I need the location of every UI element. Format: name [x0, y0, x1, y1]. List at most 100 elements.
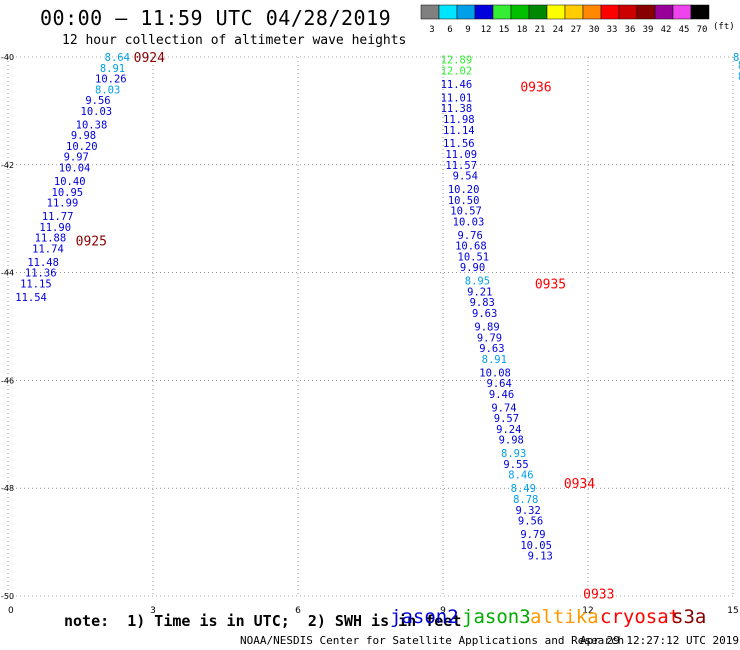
- wave-height-label: 9.63: [472, 308, 497, 320]
- x-tick-label: 6: [295, 606, 301, 616]
- scale-label: 45: [679, 25, 690, 35]
- pass-time-label: 0924: [134, 51, 165, 66]
- wave-height-label: 9.74: [491, 402, 516, 414]
- scale-label: 6: [447, 25, 452, 35]
- wave-height-label: 8.03: [95, 84, 120, 96]
- page-title: 00:00 – 11:59 UTC 04/28/2019: [40, 6, 392, 30]
- x-tick-label: 3: [150, 606, 156, 616]
- pass-time-label: 0934: [564, 477, 595, 492]
- wave-height-label: 10.38: [76, 119, 108, 131]
- wave-height-label: 11.15: [20, 278, 52, 290]
- y-tick-label: -44: [1, 269, 14, 278]
- wave-height-label: 11.90: [39, 222, 71, 234]
- satellite-s3a: s3a: [672, 606, 707, 628]
- y-tick-label: -42: [1, 161, 14, 170]
- wave-height-label: 10.57: [450, 206, 482, 218]
- x-tick-label: 12: [582, 606, 593, 616]
- scale-label: 36: [625, 25, 636, 35]
- scale-label: 42: [661, 25, 672, 35]
- scale-label: 39: [643, 25, 654, 35]
- scale-label: 9: [465, 25, 470, 35]
- pass-time-label: 0933: [583, 587, 614, 602]
- wave-height-label: 9.89: [474, 322, 499, 334]
- wave-height-label: 9.46: [489, 389, 514, 401]
- generated-timestamp: Apr 29 12:27:12 UTC 2019: [580, 634, 739, 647]
- scale-label: 33: [607, 25, 618, 35]
- wave-height-label: 11.99: [47, 198, 79, 210]
- wave-height-label: 8.1: [733, 52, 740, 64]
- wave-height-label: 11.98: [443, 114, 475, 126]
- wave-height-label: 10.51: [458, 251, 490, 263]
- wave-height-label: 8.95: [465, 276, 490, 288]
- scale-label: 3: [429, 25, 434, 35]
- scale-label: 12: [481, 25, 492, 35]
- x-tick-label: 15: [727, 606, 738, 616]
- wave-height-label: 8.49: [511, 483, 536, 495]
- wave-height-label: 9.76: [458, 230, 483, 242]
- wave-height-label: 8: [738, 60, 740, 72]
- wave-height-label: 10.50: [448, 195, 480, 207]
- wave-height-label: 8: [738, 71, 740, 83]
- wave-height-label: 9.32: [516, 505, 541, 517]
- wave-height-label: 10.03: [453, 216, 485, 228]
- wave-height-label: 9.63: [479, 343, 504, 355]
- wave-height-label: 9.90: [460, 262, 485, 274]
- wave-height-label: 11.57: [445, 160, 477, 172]
- wave-height-label: 12.02: [441, 65, 473, 77]
- wave-height-label: 9.21: [467, 286, 492, 298]
- wave-height-label: 10.20: [448, 184, 480, 196]
- wave-height-label: 8.93: [501, 448, 526, 460]
- wave-height-label: 10.40: [54, 176, 86, 188]
- wave-height-label: 10.68: [455, 241, 487, 253]
- wave-height-label: 9.79: [477, 332, 502, 344]
- satellite-altika: altika: [530, 606, 599, 628]
- wave-height-label: 9.97: [64, 152, 89, 164]
- wave-height-label: 11.74: [32, 243, 64, 255]
- wave-height-label: 12.89: [441, 55, 473, 67]
- x-tick-label: 9: [440, 606, 446, 616]
- wave-height-label: 9.57: [494, 413, 519, 425]
- wave-height-label: 9.24: [496, 424, 521, 436]
- wave-height-label: 8.46: [508, 470, 533, 482]
- wave-height-label: 10.05: [520, 540, 552, 552]
- wave-height-label: 11.48: [27, 257, 59, 269]
- x-tick-label: 0: [8, 606, 14, 616]
- wave-height-label: 10.03: [81, 106, 113, 118]
- wave-height-label: 9.83: [470, 297, 495, 309]
- wave-height-label: 9.56: [85, 95, 110, 107]
- wave-height-label: 9.13: [528, 551, 553, 563]
- wave-height-label: 11.01: [441, 92, 473, 104]
- wave-height-label: 9.64: [487, 378, 512, 390]
- y-tick-label: -40: [1, 53, 14, 62]
- scale-label: 27: [571, 25, 582, 35]
- wave-height-label: 8.78: [513, 494, 538, 506]
- wave-height-label: 10.95: [52, 187, 84, 199]
- wave-height-label: 8.64: [105, 52, 130, 64]
- pass-time-label: 0935: [535, 277, 566, 292]
- wave-height-label: 9.55: [503, 459, 528, 471]
- satellite-jason2: jason2: [390, 606, 459, 628]
- scale-label: 24: [553, 25, 564, 35]
- wave-height-label: 11.36: [25, 268, 57, 280]
- wave-height-label: 11.77: [42, 211, 74, 223]
- scale-label: 15: [499, 25, 510, 35]
- wave-height-label: 11.54: [15, 292, 47, 304]
- wave-height-label: 11.09: [445, 149, 477, 161]
- wave-height-label: 11.88: [35, 233, 67, 245]
- page-subtitle: 12 hour collection of altimeter wave hei…: [62, 33, 407, 48]
- scale-swatch: [690, 4, 710, 20]
- scale-label: 30: [589, 25, 600, 35]
- wave-height-label: 9.98: [499, 435, 524, 447]
- scale-label: 70: [697, 25, 708, 35]
- wave-height-label: 9.54: [453, 171, 478, 183]
- wave-height-label: 11.38: [441, 103, 473, 115]
- y-tick-label: -46: [1, 376, 14, 385]
- wave-height-label: 8.91: [482, 354, 507, 366]
- wave-height-label: 10.04: [59, 162, 91, 174]
- wave-height-label: 9.79: [520, 529, 545, 541]
- y-tick-label: -48: [1, 484, 14, 493]
- y-tick-label: -50: [1, 592, 14, 601]
- wave-height-label: 11.56: [443, 138, 475, 150]
- scale-label: 21: [535, 25, 546, 35]
